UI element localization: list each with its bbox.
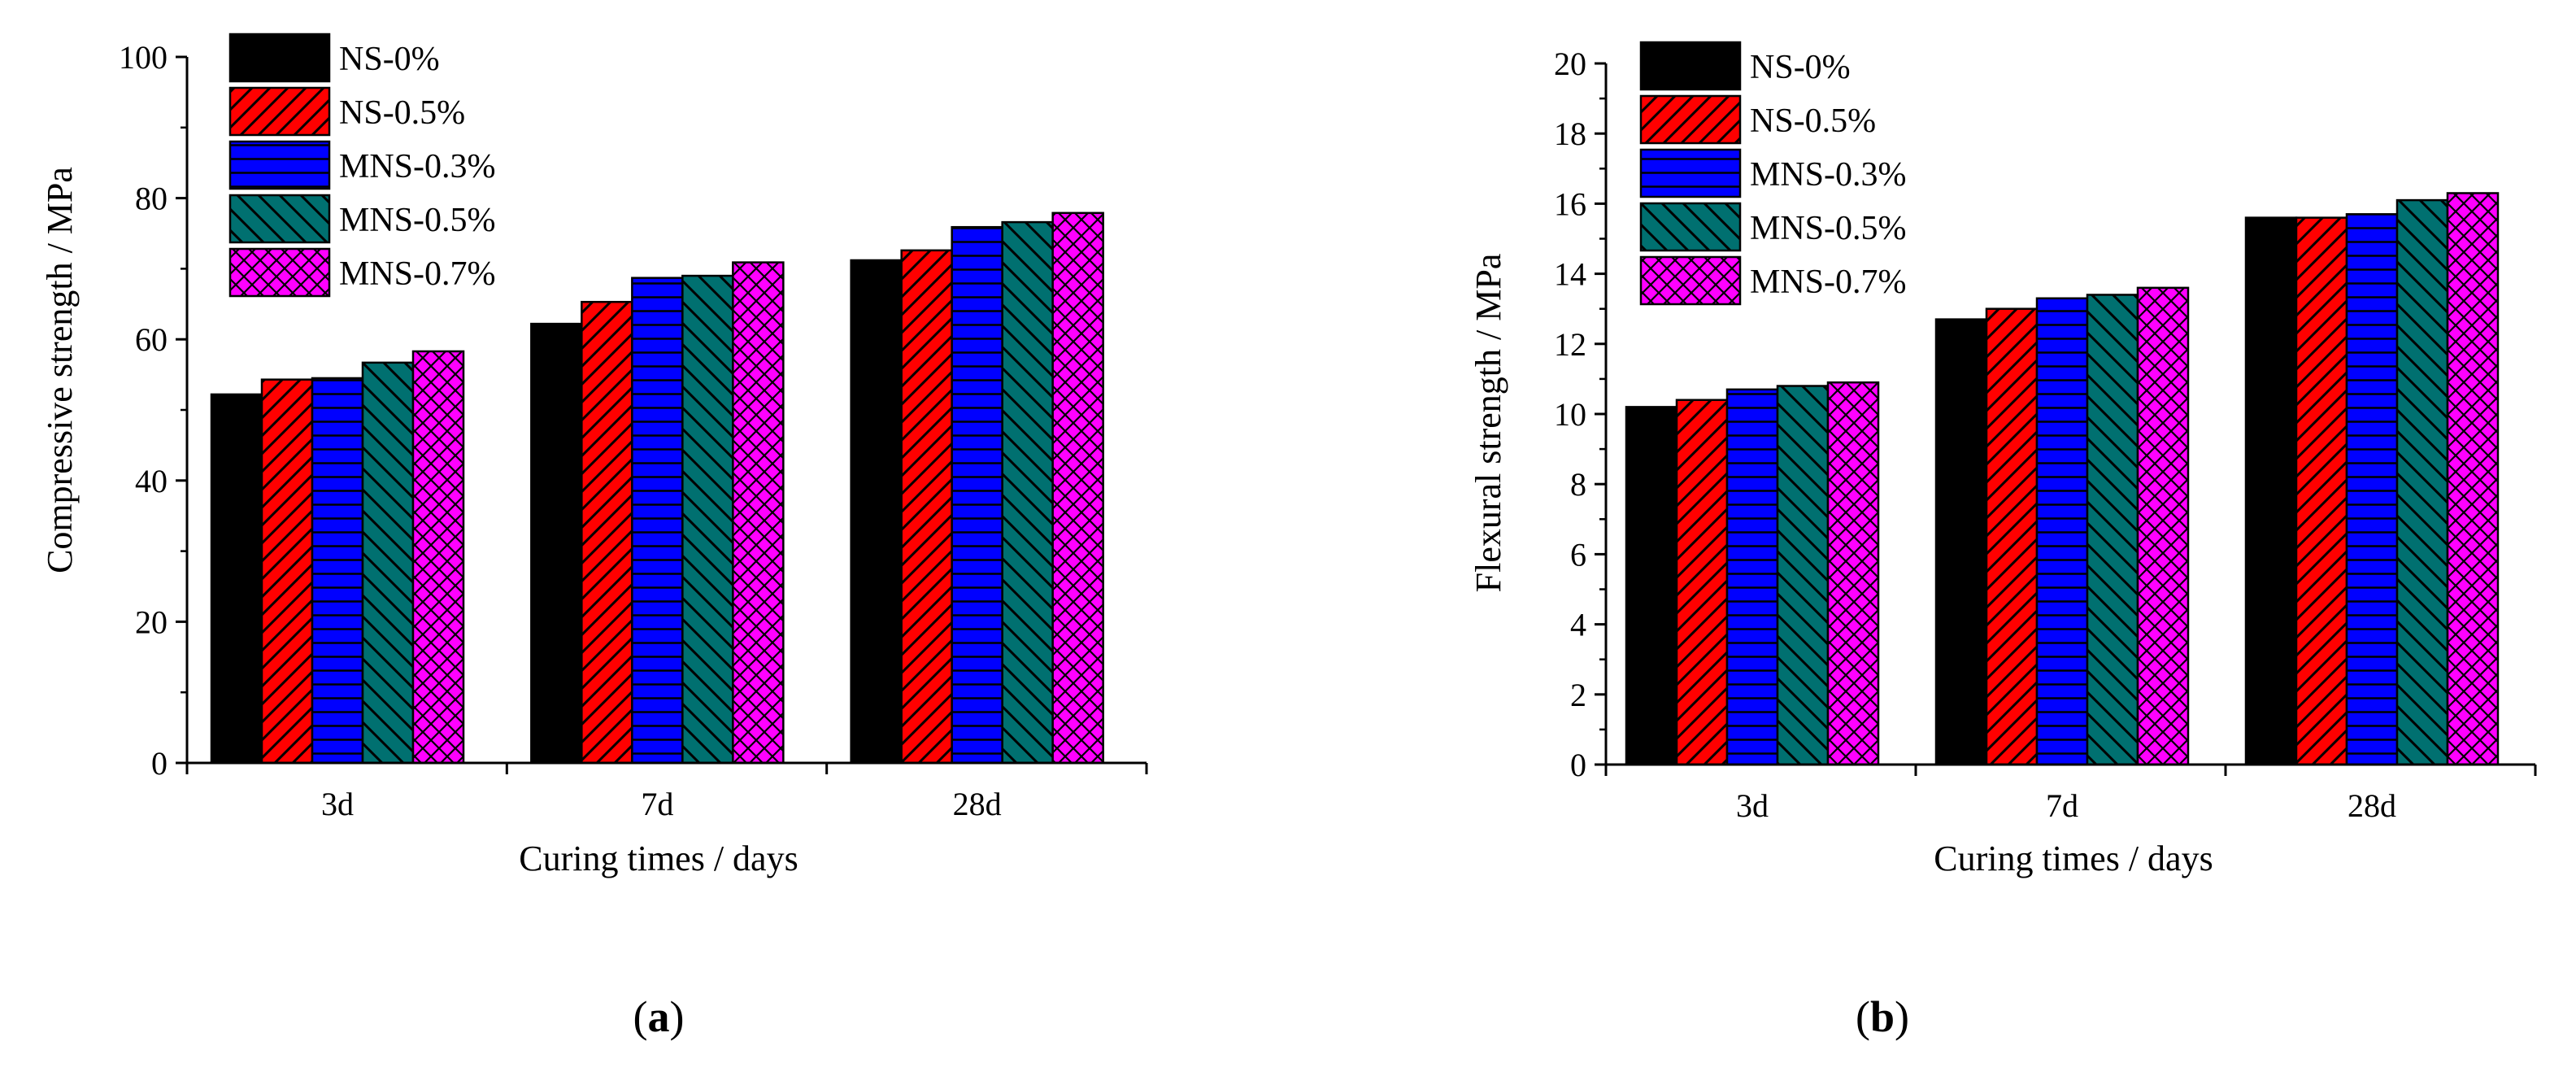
bar-ns-0--7d xyxy=(1934,318,1988,766)
bar-mns-0-5--28d xyxy=(1001,220,1054,765)
panel-label-open: ( xyxy=(633,992,648,1041)
legend-label: NS-0.5% xyxy=(1750,102,1876,140)
bar-ns-0-5--7d xyxy=(1985,307,2039,766)
bar-mns-0-3--3d xyxy=(311,377,364,765)
panel-label-a: (a) xyxy=(633,992,685,1041)
y-tick-label: 18 xyxy=(1554,115,1586,152)
y-tick-label: 8 xyxy=(1570,466,1586,503)
legend-label: NS-0% xyxy=(339,41,440,78)
legend: NS-0% NS-0.5% MNS-0.3% MNS-0.5% MNS-0.7% xyxy=(228,33,496,298)
legend-label: MNS-0.5% xyxy=(1750,210,1907,247)
y-tick-label: 16 xyxy=(1554,185,1586,222)
x-tick-label: 28d xyxy=(2348,787,2396,824)
legend-label: MNS-0.3% xyxy=(339,148,496,185)
x-tick-label: 3d xyxy=(321,786,354,822)
bar-layer xyxy=(1625,192,2500,766)
bar-mns-0-7--7d xyxy=(732,261,785,765)
bar-ns-0-5--3d xyxy=(1675,399,1729,766)
panel-label-open: ( xyxy=(1856,992,1870,1041)
legend-label: MNS-0.3% xyxy=(1750,156,1907,194)
legend-swatch xyxy=(1639,148,1742,198)
bar-ns-0--3d xyxy=(210,393,263,765)
panel-label-b: (b) xyxy=(1856,992,1909,1041)
bar-mns-0-7--3d xyxy=(1826,381,1880,766)
legend-swatch xyxy=(228,86,331,137)
y-tick-label: 2 xyxy=(1570,677,1586,713)
bar-ns-0--7d xyxy=(530,322,583,765)
bar-mns-0-5--7d xyxy=(681,274,734,765)
bar-mns-0-7--7d xyxy=(2136,286,2190,766)
panel-label-close: ) xyxy=(1895,992,1909,1041)
legend-swatch xyxy=(228,247,331,298)
y-tick-label: 6 xyxy=(1570,536,1586,573)
y-tick-label: 20 xyxy=(1554,46,1586,82)
y-axis-title: Flexural strength / MPa xyxy=(1469,254,1508,593)
legend-swatch xyxy=(228,194,331,244)
legend-swatch xyxy=(1639,255,1742,306)
legend-swatch xyxy=(228,33,331,83)
legend-label: MNS-0.7% xyxy=(339,255,496,293)
legend-swatch xyxy=(228,140,331,190)
x-tick-label: 7d xyxy=(2046,787,2078,824)
y-tick-label: 12 xyxy=(1554,326,1586,363)
bar-mns-0-3--28d xyxy=(2345,213,2399,766)
legend-swatch xyxy=(1639,94,1742,145)
y-tick-label: 40 xyxy=(135,463,168,499)
y-tick-label: 20 xyxy=(135,604,168,640)
legend: NS-0% NS-0.5% MNS-0.3% MNS-0.5% MNS-0.7% xyxy=(1639,41,1907,306)
y-axis-title: Compressive strength / MPa xyxy=(40,167,80,573)
panel-label-letter: a xyxy=(648,992,670,1041)
bar-ns-0-5--28d xyxy=(2295,216,2348,766)
x-tick-label: 3d xyxy=(1736,787,1769,824)
compressive-strength-chart: 0 20 40 60 80 100 3d 7d 28d Compressive strength… xyxy=(40,33,1148,878)
flexural-strength-chart: 0 2 4 6 8 10 12 14 16 18 20 3d 7d 28d Flexural streng… xyxy=(1469,41,2537,878)
y-tick-label: 60 xyxy=(135,321,168,358)
bar-ns-0-5--7d xyxy=(581,300,633,765)
x-axis-title: Curing times / days xyxy=(519,839,798,878)
bar-mns-0-3--7d xyxy=(631,277,684,765)
legend-label: NS-0% xyxy=(1750,49,1851,86)
y-tick-label: 0 xyxy=(151,745,168,782)
axes: 0 2 4 6 8 10 12 14 16 18 20 3d 7d 28d xyxy=(1554,46,2537,824)
legend-label: MNS-0.5% xyxy=(339,202,496,239)
bar-ns-0-5--28d xyxy=(900,249,953,765)
y-tick-label: 0 xyxy=(1570,747,1586,783)
bar-ns-0--3d xyxy=(1625,406,1678,766)
legend-label: MNS-0.7% xyxy=(1750,264,1907,301)
bar-mns-0-3--7d xyxy=(2035,297,2089,766)
bar-ns-0--28d xyxy=(2244,216,2298,766)
bar-mns-0-3--28d xyxy=(951,225,1003,765)
y-tick-label: 14 xyxy=(1554,256,1586,293)
y-tick-label: 80 xyxy=(135,181,168,217)
panel-label-close: ) xyxy=(670,992,685,1041)
legend-label: NS-0.5% xyxy=(339,94,465,132)
bar-ns-0-5--3d xyxy=(260,378,314,765)
bar-mns-0-7--28d xyxy=(2446,192,2500,766)
legend-swatch xyxy=(1639,202,1742,252)
y-tick-label: 100 xyxy=(119,39,168,76)
bar-mns-0-7--3d xyxy=(411,350,465,765)
x-tick-label: 7d xyxy=(641,786,673,822)
bar-ns-0--28d xyxy=(850,259,903,765)
bar-mns-0-7--28d xyxy=(1051,211,1104,765)
bar-mns-0-5--3d xyxy=(1776,385,1830,766)
bar-mns-0-5--7d xyxy=(2086,294,2139,766)
y-tick-label: 4 xyxy=(1570,607,1586,643)
bar-mns-0-5--28d xyxy=(2395,198,2449,766)
bar-mns-0-5--3d xyxy=(361,361,415,765)
axes: 0 20 40 60 80 100 3d 7d 28d xyxy=(119,39,1148,822)
x-axis-title: Curing times / days xyxy=(1934,839,2213,878)
x-tick-label: 28d xyxy=(953,786,1002,822)
panel-label-letter: b xyxy=(1870,992,1895,1041)
y-tick-label: 10 xyxy=(1554,396,1586,433)
bar-mns-0-3--3d xyxy=(1725,388,1779,766)
legend-swatch xyxy=(1639,41,1742,91)
bar-layer xyxy=(210,211,1104,765)
